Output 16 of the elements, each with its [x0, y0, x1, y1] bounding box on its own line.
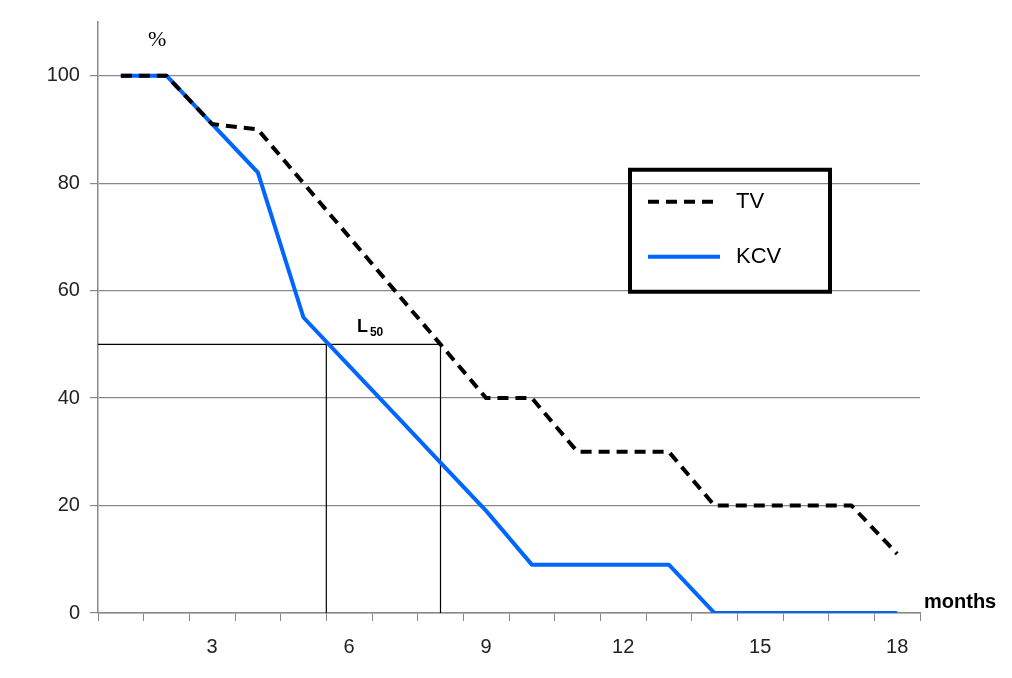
legend-label: TV — [736, 187, 765, 213]
x-tick-label: 6 — [343, 634, 355, 657]
x-tick-label: 9 — [480, 634, 492, 657]
y-tick-label: 60 — [57, 278, 80, 301]
x-axis-title: months — [924, 589, 997, 612]
y-tick-label: 100 — [46, 63, 80, 86]
y-tick-label: 20 — [57, 493, 80, 516]
y-tick-label: 40 — [57, 385, 80, 408]
y-axis-title: % — [148, 25, 167, 51]
x-tick-label: 18 — [886, 634, 909, 657]
x-tick-label: 3 — [206, 634, 218, 657]
x-tick-label: 15 — [749, 634, 772, 657]
y-tick-label: 80 — [57, 170, 80, 193]
x-tick-label: 12 — [612, 634, 635, 657]
legend-label: KCV — [736, 242, 782, 268]
y-tick-label: 0 — [68, 600, 80, 623]
